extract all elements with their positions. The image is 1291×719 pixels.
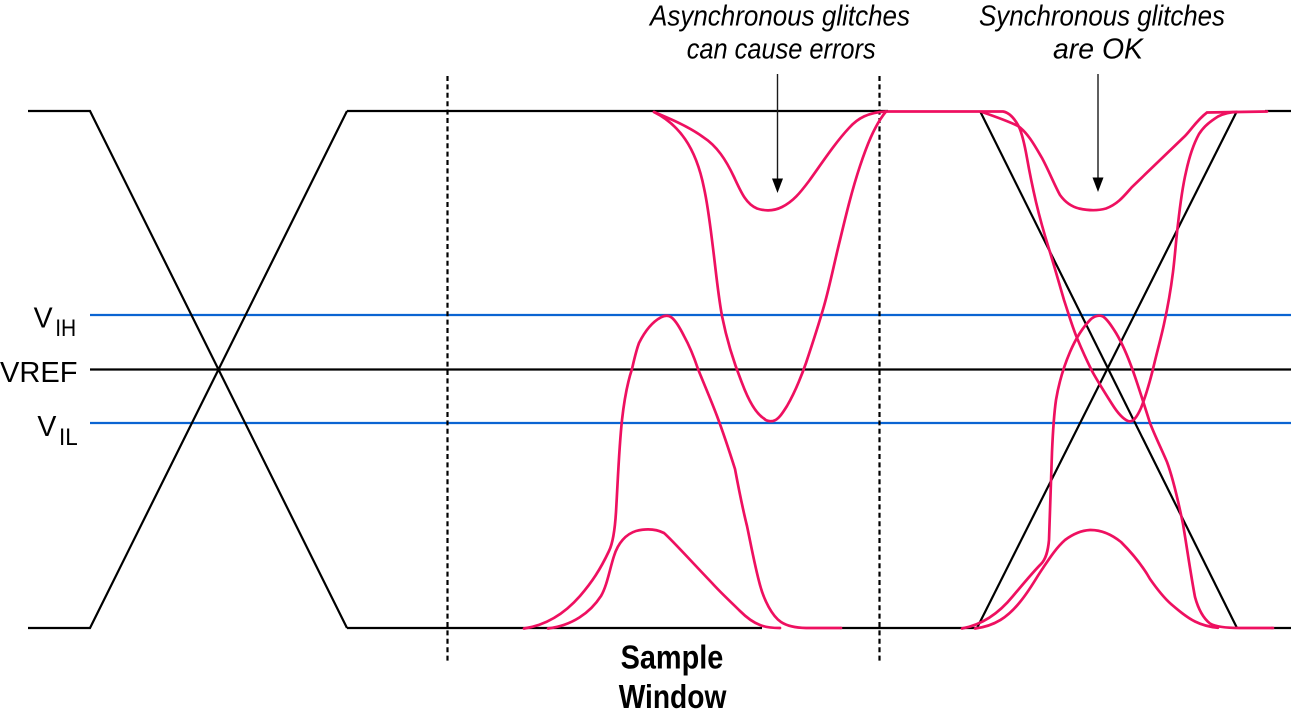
svg-text:VREF: VREF bbox=[0, 357, 78, 389]
svg-text:V: V bbox=[37, 411, 56, 443]
svg-text:Window: Window bbox=[619, 678, 727, 715]
svg-text:Synchronous glitches: Synchronous glitches bbox=[979, 1, 1225, 33]
svg-text:are OK: are OK bbox=[1053, 34, 1145, 66]
svg-text:IH: IH bbox=[55, 315, 76, 342]
svg-text:can cause errors: can cause errors bbox=[687, 34, 876, 66]
svg-text:Asynchronous glitches: Asynchronous glitches bbox=[648, 1, 910, 33]
svg-text:V: V bbox=[34, 303, 53, 335]
svg-text:Sample: Sample bbox=[621, 639, 724, 676]
svg-text:IL: IL bbox=[59, 424, 78, 451]
